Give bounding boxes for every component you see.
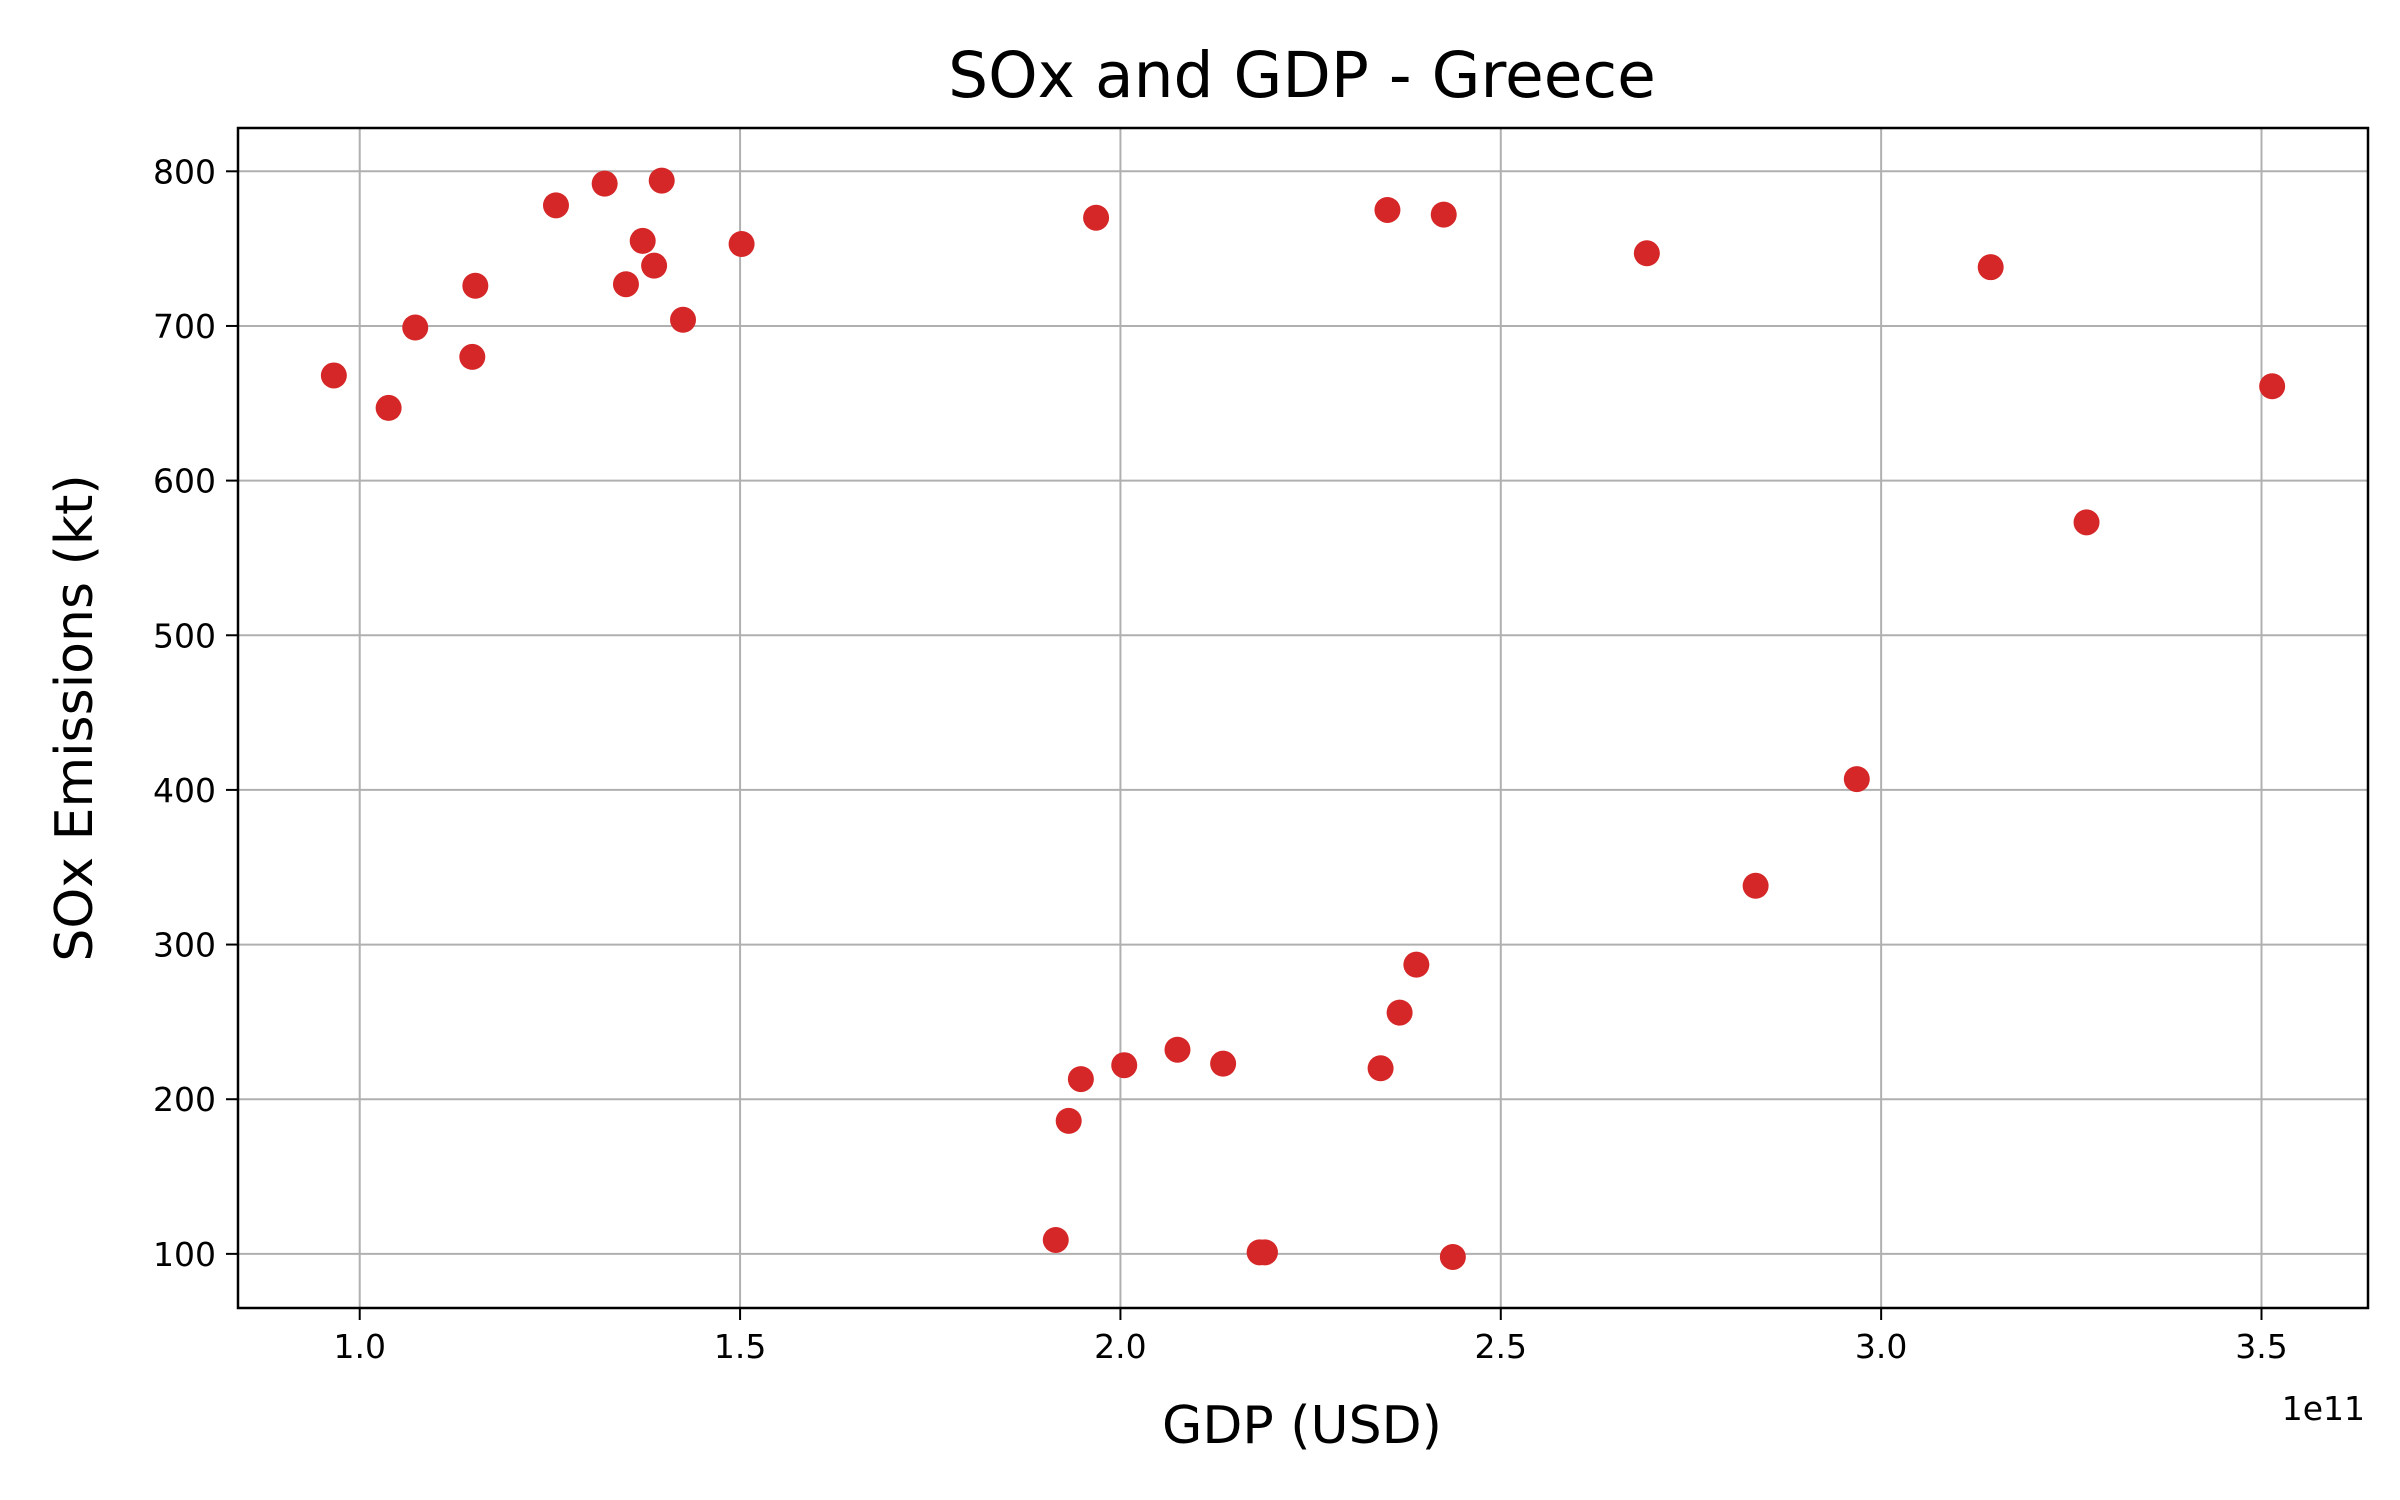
plot-frame bbox=[236, 126, 2370, 1310]
x-tick-label: 2.0 bbox=[1094, 1327, 1146, 1366]
x-tick-label: 2.5 bbox=[1475, 1327, 1527, 1366]
data-point bbox=[320, 362, 347, 389]
y-axis-ticks: 100 200 300 400 500 600 700 800 bbox=[153, 152, 238, 1274]
data-point bbox=[1403, 951, 1430, 978]
y-tick-label: 700 bbox=[153, 307, 216, 346]
data-point bbox=[375, 394, 402, 421]
data-point bbox=[1843, 766, 1870, 793]
data-point bbox=[1367, 1055, 1394, 1082]
data-point bbox=[629, 227, 656, 254]
x-tick-label: 3.0 bbox=[1855, 1327, 1907, 1366]
x-axis-ticks: 1.0 1.5 2.0 2.5 3.0 3.5 bbox=[333, 1308, 2288, 1366]
data-point bbox=[1430, 201, 1457, 228]
data-points bbox=[320, 167, 2286, 1270]
x-axis-label: GDP (USD) bbox=[1162, 1396, 1442, 1456]
data-point bbox=[1083, 204, 1110, 231]
y-tick-label: 600 bbox=[153, 462, 216, 501]
chart-title: SOx and GDP - Greece bbox=[948, 39, 1656, 112]
data-point bbox=[641, 252, 668, 279]
data-point bbox=[1164, 1036, 1191, 1063]
y-tick-label: 500 bbox=[153, 616, 216, 655]
data-point bbox=[1439, 1243, 1466, 1270]
data-point bbox=[1055, 1107, 1082, 1134]
data-point bbox=[1386, 999, 1413, 1026]
x-axis-offset-label: 1e11 bbox=[2282, 1389, 2365, 1428]
data-point bbox=[459, 343, 486, 370]
y-tick-label: 200 bbox=[153, 1080, 216, 1119]
data-point bbox=[1633, 240, 1660, 267]
data-point bbox=[1042, 1226, 1069, 1253]
data-point bbox=[462, 272, 489, 299]
data-point bbox=[728, 230, 755, 257]
x-tick-label: 3.5 bbox=[2235, 1327, 2287, 1366]
data-point bbox=[591, 170, 618, 197]
data-point bbox=[612, 271, 639, 298]
y-tick-label: 800 bbox=[153, 152, 216, 191]
y-axis-label: SOx Emissions (kt) bbox=[45, 474, 105, 961]
data-point bbox=[1210, 1050, 1237, 1077]
data-point bbox=[1374, 196, 1401, 223]
data-point bbox=[1251, 1239, 1278, 1266]
data-point bbox=[1742, 872, 1769, 899]
data-point bbox=[1977, 254, 2004, 281]
data-point bbox=[648, 167, 675, 194]
data-point bbox=[2073, 509, 2100, 536]
data-point bbox=[2259, 373, 2286, 400]
y-tick-label: 300 bbox=[153, 926, 216, 965]
data-point bbox=[1067, 1066, 1094, 1093]
data-point bbox=[402, 314, 429, 341]
data-point bbox=[542, 192, 569, 219]
x-tick-label: 1.5 bbox=[714, 1327, 766, 1366]
y-tick-label: 400 bbox=[153, 771, 216, 810]
data-point bbox=[1111, 1052, 1138, 1079]
grid bbox=[238, 128, 2368, 1308]
y-tick-label: 100 bbox=[153, 1235, 216, 1274]
data-point bbox=[670, 306, 697, 333]
x-tick-label: 1.0 bbox=[333, 1327, 385, 1366]
